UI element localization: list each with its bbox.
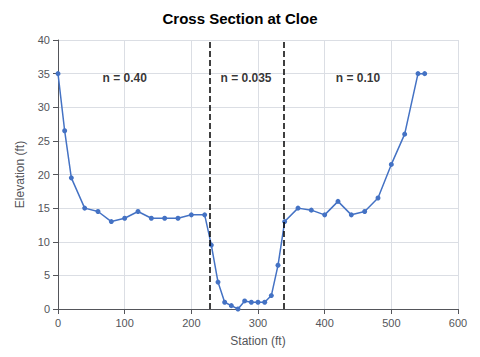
- svg-text:500: 500: [382, 317, 400, 329]
- svg-text:0: 0: [55, 317, 61, 329]
- svg-text:200: 200: [182, 317, 200, 329]
- svg-text:15: 15: [38, 202, 50, 214]
- svg-text:Cross Section at Cloe: Cross Section at Cloe: [162, 10, 317, 27]
- svg-text:n = 0.035: n = 0.035: [220, 71, 271, 85]
- svg-text:n = 0.40: n = 0.40: [102, 71, 147, 85]
- svg-text:40: 40: [38, 34, 50, 46]
- svg-text:0: 0: [44, 303, 50, 315]
- svg-text:30: 30: [38, 101, 50, 113]
- svg-text:600: 600: [449, 317, 467, 329]
- svg-text:300: 300: [249, 317, 267, 329]
- svg-text:25: 25: [38, 135, 50, 147]
- svg-text:Station (ft): Station (ft): [230, 334, 285, 348]
- svg-text:Elevation (ft): Elevation (ft): [13, 141, 27, 208]
- svg-text:35: 35: [38, 68, 50, 80]
- svg-text:20: 20: [38, 169, 50, 181]
- svg-text:n = 0.10: n = 0.10: [336, 71, 381, 85]
- svg-text:400: 400: [315, 317, 333, 329]
- svg-text:100: 100: [115, 317, 133, 329]
- svg-text:10: 10: [38, 236, 50, 248]
- svg-text:5: 5: [44, 269, 50, 281]
